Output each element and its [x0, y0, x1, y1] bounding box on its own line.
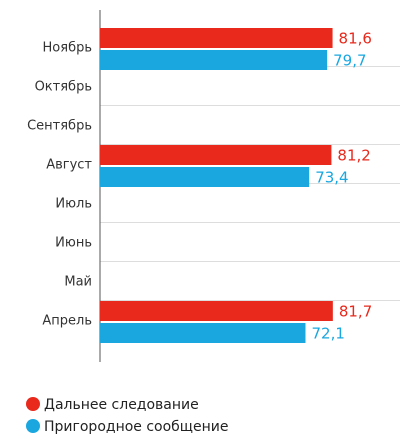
bar [100, 145, 332, 165]
category-label: Июль [55, 197, 92, 212]
value-label: 81,6 [339, 30, 372, 48]
value-label: 79,7 [333, 52, 366, 70]
legend-label: Дальнее следование [44, 397, 199, 413]
legend-label: Пригородное сообщение [44, 419, 228, 435]
category-label: Август [46, 158, 92, 173]
legend-marker [26, 397, 40, 411]
bar [100, 50, 328, 70]
bar [100, 323, 306, 343]
value-label: 81,7 [339, 303, 372, 321]
category-label: Октябрь [35, 80, 92, 95]
category-label: Ноябрь [43, 41, 92, 56]
value-label: 72,1 [311, 325, 344, 343]
bar [100, 28, 333, 48]
legend-marker [26, 419, 40, 433]
value-label: 73,4 [315, 169, 348, 187]
category-label: Апрель [42, 314, 92, 329]
bar [100, 167, 310, 187]
category-label: Июнь [55, 236, 92, 251]
category-label: Сентябрь [27, 119, 92, 134]
category-label: Май [64, 275, 92, 290]
bar [100, 301, 333, 321]
value-label: 81,2 [337, 147, 370, 165]
